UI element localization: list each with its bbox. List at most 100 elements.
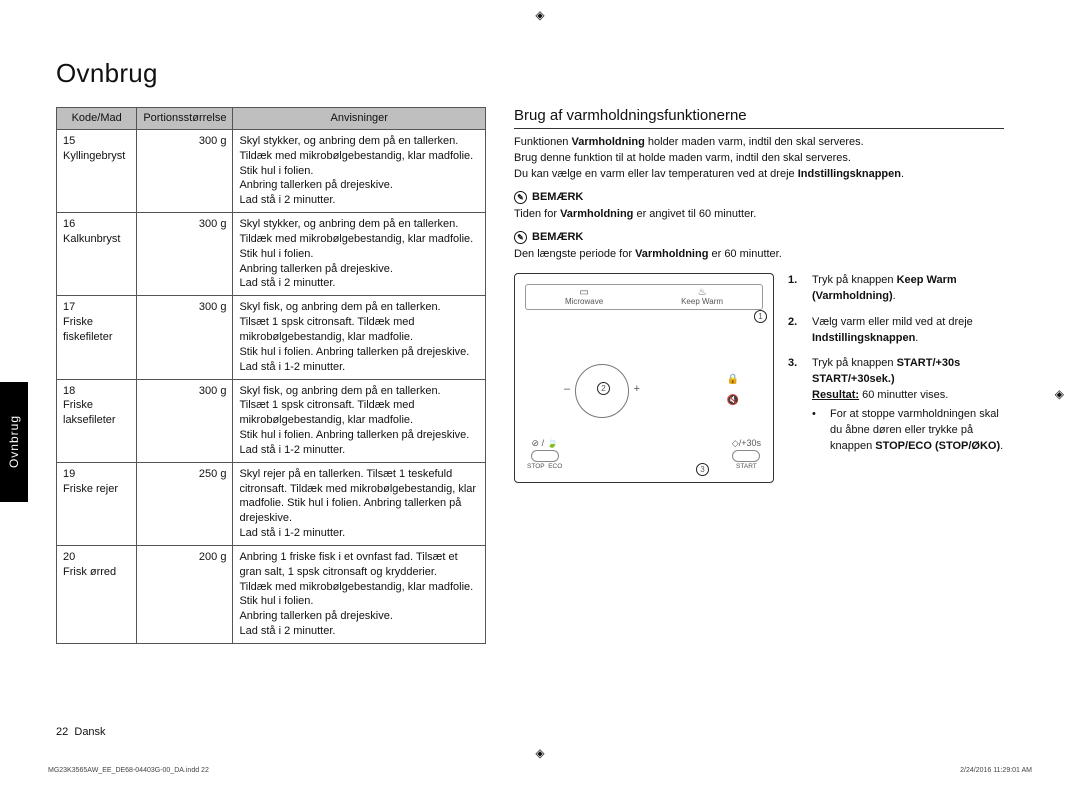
t: Tiden for [514,208,560,220]
t: . [915,332,918,344]
stop-eco-button: ⊘ / 🍃 STOP ECO [527,438,562,470]
microwave-label: ▭ Microwave [565,288,603,306]
note-text-2: Den længste periode for Varmholdning er … [514,247,1004,263]
t: Microwave [565,298,603,306]
step-1: 1. Tryk på knappen Keep Warm (Varmholdni… [788,273,1004,305]
note-text-1: Tiden for Varmholdning er angivet til 60… [514,207,1004,223]
cell-instr: Skyl fisk, og anbring dem på en tallerke… [233,379,486,462]
step-3: 3. Tryk på knappen START/+30s START/+30s… [788,356,1004,455]
page-footer: 22 Dansk [56,726,106,738]
stop-icon: ⊘ / 🍃 [532,438,558,449]
table-row: 20Frisk ørred200 gAnbring 1 friske fisk … [57,545,486,643]
t: holder maden varm, indtil den skal serve… [645,136,864,148]
manual-page: ◈ ◈ ◈ ◈ Ovnbrug Ovnbrug Kode/Mad Portion… [0,0,1080,788]
t: . [1000,440,1003,452]
t: Varmholdning [560,208,633,220]
step-list: 1. Tryk på knappen Keep Warm (Varmholdni… [788,273,1004,483]
table-row: 16Kalkunbryst300 gSkyl stykker, og anbri… [57,213,486,296]
callout-2: 2 [597,382,610,395]
t: Tryk på knappen [812,274,897,286]
keepwarm-label: ♨ Keep Warm [681,288,723,306]
crop-mark-top: ◈ [535,8,544,22]
step-3-bullet: • For at stoppe varmholdningen skal du å… [812,407,1004,455]
cell-instr: Skyl rejer på en tallerken. Tilsæt 1 tes… [233,462,486,545]
print-file: MG23K3565AW_EE_DE68-04403G-00_DA.indd 22 [48,767,209,774]
panel-buttons: ⊘ / 🍃 STOP ECO ◇/+30s START [527,438,761,470]
table-row: 19Friske rejer250 gSkyl rejer på en tall… [57,462,486,545]
t: START [736,463,757,470]
note-icon: ✎ [514,231,527,244]
lock-icon: 🔒 [727,374,739,385]
crop-mark-bottom: ◈ [535,746,544,760]
t: . [901,168,904,180]
callout-1: 1 [754,310,767,323]
cell-instr: Anbring 1 friske fisk i et ovnfast fad. … [233,545,486,643]
page-title: Ovnbrug [56,58,1024,89]
note-heading-2: ✎ BEMÆRK [514,231,1004,244]
th-code: Kode/Mad [57,108,137,130]
t: Den længste periode for [514,248,635,260]
cell-code: 16Kalkunbryst [57,213,137,296]
control-panel-illustration: ▭ Microwave ♨ Keep Warm 🔒 🔇 [514,273,774,483]
cell-qty: 250 g [137,462,233,545]
t: 60 minutter vises. [859,389,948,401]
crop-mark-right: ◈ [1055,387,1064,401]
t: Indstillingsknappen [798,168,901,180]
mute-icon: 🔇 [727,395,739,406]
panel-display: ▭ Microwave ♨ Keep Warm [525,284,763,310]
cell-instr: Skyl stykker, og anbring dem på en talle… [233,129,486,212]
cell-qty: 200 g [137,545,233,643]
t: Varmholdning [635,248,708,260]
t: ECO [548,463,562,470]
th-instr: Anvisninger [233,108,486,130]
start-icon: ◇/+30s [732,438,761,449]
cell-code: 20Frisk ørred [57,545,137,643]
side-tab-label: Ovnbrug [7,415,21,468]
note-icon: ✎ [514,191,527,204]
t: Brug denne funktion til at holde maden v… [514,152,851,164]
t: er angivet til 60 minutter. [633,208,756,220]
t: Indstillingsknappen [812,332,915,344]
footer-lang: Dansk [74,726,105,738]
t: . [893,290,896,302]
t: /+30s [739,438,761,448]
t: Funktionen [514,136,571,148]
cell-qty: 300 g [137,379,233,462]
table-row: 18Friske laksefileter300 gSkyl fisk, og … [57,379,486,462]
panel-and-steps: ▭ Microwave ♨ Keep Warm 🔒 🔇 [514,273,1004,483]
t: Tryk på knappen [812,357,897,369]
cooking-table: Kode/Mad Portionsstørrelse Anvisninger 1… [56,107,486,644]
t: er 60 minutter. [708,248,781,260]
table-row: 17Friske fiskefileter300 gSkyl fisk, og … [57,296,486,379]
start-button: ◇/+30s START [732,438,761,470]
side-tab: Ovnbrug [0,382,28,502]
page-number: 22 [56,726,68,738]
step-2: 2. Vælg varm eller mild ved at dreje Ind… [788,315,1004,347]
table-column: Kode/Mad Portionsstørrelse Anvisninger 1… [56,107,486,644]
th-portion: Portionsstørrelse [137,108,233,130]
cell-instr: Skyl stykker, og anbring dem på en talle… [233,213,486,296]
section-heading: Brug af varmholdningsfunktionerne [514,107,1004,129]
cell-code: 15Kyllingebryst [57,129,137,212]
table-row: 15Kyllingebryst300 gSkyl stykker, og anb… [57,129,486,212]
side-icons: 🔒 🔇 [727,374,739,406]
t: Vælg varm eller mild ved at dreje [812,316,973,328]
t: Varmholdning [571,136,644,148]
t: Du kan vælge en varm eller lav temperatu… [514,168,798,180]
note-label: BEMÆRK [532,231,583,243]
cell-qty: 300 g [137,296,233,379]
cell-code: 17Friske fiskefileter [57,296,137,379]
t: Keep Warm [681,298,723,306]
note-label: BEMÆRK [532,191,583,203]
intro-text: Funktionen Varmholdning holder maden var… [514,135,1004,183]
note-heading-1: ✎ BEMÆRK [514,191,1004,204]
instruction-column: Brug af varmholdningsfunktionerne Funkti… [514,107,1004,644]
cell-instr: Skyl fisk, og anbring dem på en tallerke… [233,296,486,379]
cell-code: 18Friske laksefileter [57,379,137,462]
cell-qty: 300 g [137,129,233,212]
content-columns: Kode/Mad Portionsstørrelse Anvisninger 1… [56,107,1024,644]
print-footer: MG23K3565AW_EE_DE68-04403G-00_DA.indd 22… [48,767,1032,774]
t: STOP [527,463,545,470]
t: STOP/ECO (STOP/ØKO) [875,440,1000,452]
print-date: 2/24/2016 11:29:01 AM [960,767,1032,774]
